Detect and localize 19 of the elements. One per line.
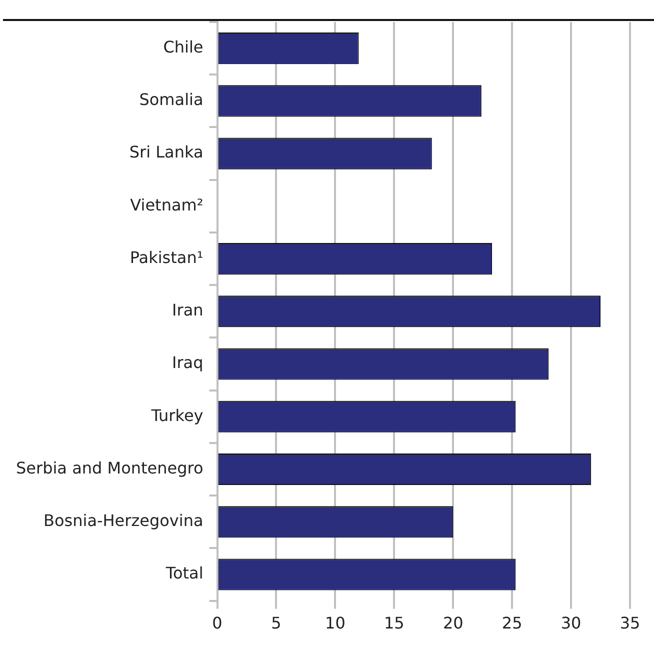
y-tick-label: Bosnia-Herzegovina	[44, 511, 204, 530]
y-tick-label: Iraq	[172, 353, 204, 372]
x-tick-label: 0	[212, 614, 222, 633]
y-tick-label: Chile	[163, 37, 204, 56]
y-tick-label: Total	[164, 564, 204, 583]
y-tick-label: Vietnam²	[130, 195, 204, 214]
x-tick-label: 5	[271, 614, 282, 633]
y-tick-label: Turkey	[150, 406, 204, 425]
x-tick-label: 10	[325, 614, 346, 633]
y-tick-label: Iran	[172, 300, 204, 320]
y-tick-label: Somalia	[139, 90, 204, 110]
x-tick-label: 35	[620, 614, 640, 633]
x-tick-label: 20	[442, 614, 464, 633]
y-tick-label: Pakistan¹	[130, 248, 204, 267]
x-tick-label: 25	[502, 614, 522, 633]
x-tick-label: 30	[560, 614, 582, 633]
x-tick-label: 15	[384, 614, 404, 633]
y-tick-label: Serbia and Montenegro	[16, 458, 204, 478]
y-tick-label: Sri Lanka	[129, 142, 204, 162]
